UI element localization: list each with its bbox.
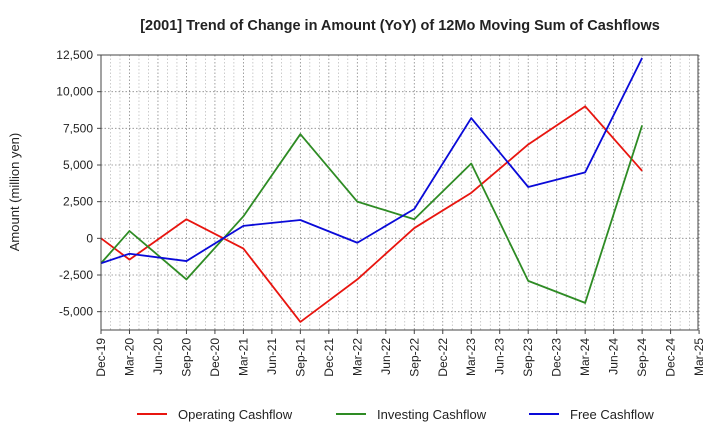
x-tick-label: Jun-23 (493, 338, 507, 375)
y-tick-label: 0 (86, 231, 93, 245)
x-tick-label: Sep-20 (179, 338, 193, 377)
x-tick-label: Mar-25 (692, 338, 706, 376)
x-tick-label: Jun-24 (607, 338, 621, 375)
y-tick-label: 10,000 (56, 85, 93, 99)
legend-label: Operating Cashflow (178, 407, 293, 422)
x-tick-label: Sep-23 (521, 338, 535, 377)
chart-title: [2001] Trend of Change in Amount (YoY) o… (140, 18, 660, 34)
y-tick-label: 2,500 (63, 195, 93, 209)
y-tick-label: 12,500 (56, 48, 93, 62)
x-tick-label: Mar-22 (350, 338, 364, 376)
x-tick-label: Mar-21 (236, 338, 250, 376)
x-tick-label: Sep-24 (635, 338, 649, 377)
x-tick-label: Jun-22 (379, 338, 393, 375)
x-tick-label: Dec-23 (550, 338, 564, 377)
x-tick-label: Jun-21 (265, 338, 279, 375)
x-tick-label: Mar-23 (464, 338, 478, 376)
x-tick-label: Dec-24 (664, 338, 678, 377)
y-axis-ticks: -5,000 -2,500 0 2,500 5,000 7,500 10,000 12,500 (56, 48, 101, 319)
y-tick-label: -5,000 (59, 305, 93, 319)
legend-label: Free Cashflow (570, 407, 654, 422)
x-tick-label: Mar-24 (578, 338, 592, 376)
grid (100, 54, 700, 330)
legend: Operating Cashflow Investing Cashflow Free… (137, 407, 654, 422)
plot-area (100, 54, 699, 331)
series-line-operating-cashflow (100, 105, 643, 323)
x-tick-label: Dec-19 (94, 338, 108, 377)
x-axis-ticks: Dec-19 Mar-20 Jun-20 Sep-20 Dec-20 Mar-21 Jun-… (94, 330, 706, 377)
series-line-free-cashflow (100, 57, 643, 265)
y-tick-label: -2,500 (59, 268, 93, 282)
y-axis-label: Amount (million yen) (7, 133, 22, 252)
x-tick-label: Jun-20 (151, 338, 165, 375)
x-tick-label: Dec-22 (436, 338, 450, 377)
x-tick-label: Sep-21 (293, 338, 307, 377)
x-tick-label: Dec-20 (208, 338, 222, 377)
series-lines (100, 57, 643, 323)
series-line-investing-cashflow (100, 125, 643, 304)
y-tick-label: 5,000 (63, 158, 93, 172)
legend-label: Investing Cashflow (377, 407, 487, 422)
x-tick-label: Dec-21 (322, 338, 336, 377)
x-tick-label: Sep-22 (407, 338, 421, 377)
x-tick-label: Mar-20 (122, 338, 136, 376)
y-tick-label: 7,500 (63, 121, 93, 135)
